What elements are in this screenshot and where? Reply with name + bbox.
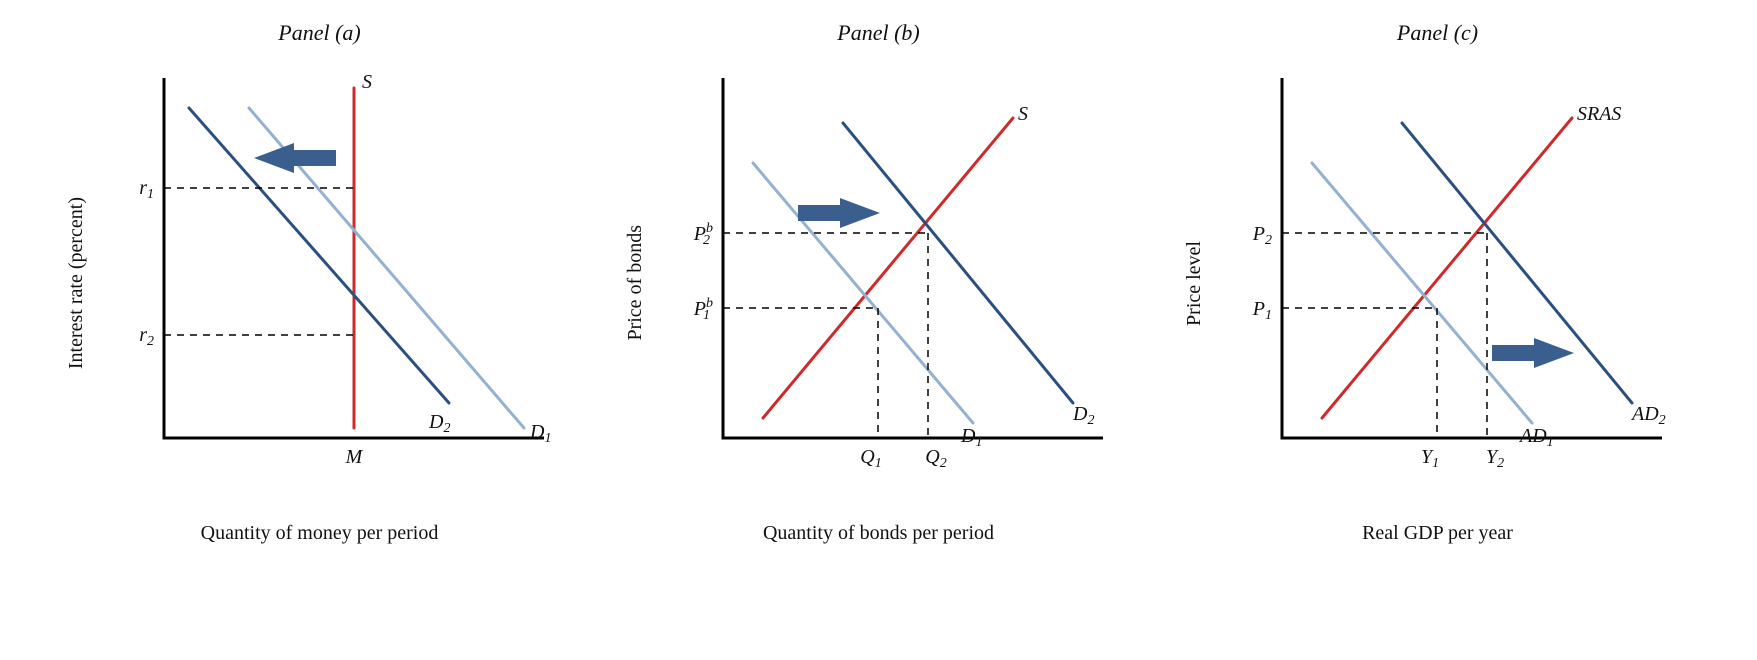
svg-text:SRAS: SRAS (1577, 103, 1621, 125)
supply-curve (763, 118, 1013, 418)
svg-text:r2: r2 (139, 324, 154, 349)
svg-text:Pb1: Pb1 (693, 296, 713, 323)
ad1-curve (1312, 163, 1532, 423)
d1-curve (753, 163, 973, 423)
svg-text:D1: D1 (529, 421, 551, 446)
svg-text:Pb2: Pb2 (693, 221, 713, 248)
panel-b-ylabel: Price of bonds (624, 225, 647, 341)
svg-text:AD2: AD2 (1630, 403, 1666, 428)
panel-c-title: Panel (c) (1397, 20, 1478, 46)
panel-c-ylabel: Price level (1183, 241, 1206, 326)
panel-b: Panel (b) Price of bonds Pb2 (624, 20, 1133, 545)
panel-a-chart: r1 r2 M S D1 D2 (94, 58, 574, 508)
svg-text:P1: P1 (1252, 298, 1272, 323)
panel-c: Panel (c) Price level P2 (1183, 20, 1692, 545)
panel-b-chart: Pb2 Pb1 Q1 Q2 S D1 D2 (653, 58, 1133, 508)
panel-c-chart: P2 P1 Y1 Y2 SRAS AD1 AD2 (1212, 58, 1692, 508)
svg-text:S: S (362, 71, 372, 93)
svg-text:M: M (345, 446, 364, 468)
svg-text:Y2: Y2 (1486, 446, 1504, 471)
svg-text:Q1: Q1 (860, 446, 881, 471)
panel-a-ylabel: Interest rate (percent) (65, 197, 88, 369)
panel-c-xlabel: Real GDP per year (1362, 522, 1513, 545)
svg-text:Q2: Q2 (925, 446, 946, 471)
svg-text:Y1: Y1 (1421, 446, 1439, 471)
svg-text:P2: P2 (1252, 223, 1272, 248)
sras-curve (1322, 118, 1572, 418)
svg-text:AD1: AD1 (1518, 425, 1554, 450)
panel-a: Panel (a) Interest rate (percent) r1 (65, 20, 574, 545)
svg-text:r1: r1 (139, 177, 154, 202)
panel-a-xlabel: Quantity of money per period (201, 522, 439, 545)
panel-a-title: Panel (a) (278, 20, 360, 46)
svg-text:D2: D2 (428, 411, 450, 436)
svg-text:D2: D2 (1072, 403, 1094, 428)
svg-text:D1: D1 (960, 425, 982, 450)
panel-b-xlabel: Quantity of bonds per period (763, 522, 994, 545)
panels-row: Panel (a) Interest rate (percent) r1 (65, 20, 1692, 545)
svg-text:S: S (1018, 103, 1028, 125)
panel-b-title: Panel (b) (837, 20, 919, 46)
